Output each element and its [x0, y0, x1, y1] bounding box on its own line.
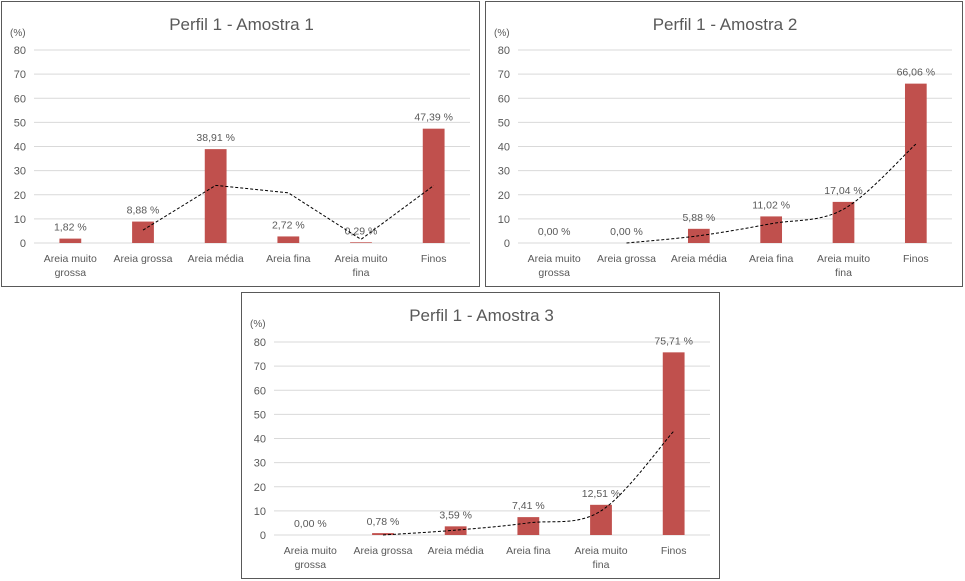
x-category-label: fina: [835, 267, 852, 279]
bar: [760, 216, 783, 243]
x-category-label: Areia muito: [817, 253, 870, 265]
y-tick-label: 30: [498, 166, 510, 178]
bar: [372, 533, 394, 535]
data-label: 1,82 %: [54, 222, 87, 234]
x-category-label: Areia fina: [266, 253, 311, 265]
x-category-label: Areia muito: [528, 253, 581, 265]
x-category-label: Areia grossa: [597, 253, 656, 265]
x-category-label: Areia grossa: [114, 253, 173, 265]
data-label: 12,51 %: [582, 488, 621, 500]
data-label: 5,88 %: [682, 212, 715, 224]
y-tick-label: 70: [254, 361, 266, 373]
y-axis-unit-label: (%): [494, 28, 510, 39]
x-category-label: Areia muito: [44, 253, 97, 265]
bar: [350, 242, 372, 243]
y-tick-label: 80: [498, 45, 510, 57]
chart-amostra-1-svg: Perfil 1 - Amostra 1 (%) 0 10 20 30 40 50 60 70 80…: [10, 15, 470, 279]
bar: [904, 83, 927, 243]
chart-title: Perfil 1 - Amostra 1: [169, 15, 314, 34]
y-tick-label: 0: [260, 530, 266, 542]
y-tick-label: 50: [254, 409, 266, 421]
y-tick-label: 50: [14, 117, 26, 129]
data-label: 47,39 %: [414, 112, 453, 124]
x-category-label: Areia média: [428, 545, 484, 557]
y-tick-label: 20: [254, 482, 266, 494]
bar: [832, 201, 855, 243]
x-category-label: Areia grossa: [354, 545, 413, 557]
x-category-label: Areia média: [188, 253, 244, 265]
bar: [590, 504, 612, 535]
y-tick-label: 70: [14, 69, 26, 81]
y-tick-label: 20: [14, 190, 26, 202]
y-axis-unit-label: (%): [10, 28, 26, 39]
x-category-label: Areia fina: [749, 253, 794, 265]
x-category-label: grossa: [295, 559, 327, 571]
data-label: 8,88 %: [127, 205, 160, 217]
data-label: 0,78 %: [367, 516, 400, 528]
chart-amostra-2-svg: Perfil 1 - Amostra 2 (%) 0 10 20 30 40 50 60 70 80…: [494, 15, 952, 279]
y-tick-label: 40: [498, 142, 510, 154]
data-label: 11,02 %: [752, 199, 790, 211]
x-category-label: Areia muito: [574, 545, 627, 557]
data-label: 0,00 %: [538, 226, 571, 238]
x-category-label: grossa: [55, 267, 87, 279]
x-category-label: grossa: [538, 267, 570, 279]
chart-title: Perfil 1 - Amostra 2: [653, 15, 798, 34]
data-label: 3,59 %: [439, 509, 472, 521]
bar: [422, 128, 445, 243]
y-tick-label: 80: [14, 45, 26, 57]
bar: [517, 517, 540, 535]
y-tick-label: 10: [14, 214, 26, 226]
x-category-label: Areia média: [671, 253, 727, 265]
chart-amostra-1: Perfil 1 - Amostra 1 (%) 0 10 20 30 40 50 60 70 80…: [1, 1, 480, 287]
data-label: 17,04 %: [824, 185, 863, 197]
x-category-label: fina: [353, 267, 370, 279]
bar: [204, 149, 227, 243]
bar: [59, 238, 82, 243]
chart-title: Perfil 1 - Amostra 3: [409, 306, 554, 325]
trendline: [382, 430, 675, 536]
y-tick-label: 10: [254, 506, 266, 518]
bar: [277, 236, 300, 243]
y-tick-label: 80: [254, 337, 266, 349]
y-tick-label: 60: [498, 93, 510, 105]
y-tick-label: 30: [254, 458, 266, 470]
x-category-label: Finos: [903, 253, 929, 265]
y-tick-label: 0: [504, 238, 510, 250]
x-category-label: Areia muito: [284, 545, 337, 557]
x-category-label: fina: [593, 559, 610, 571]
y-tick-label: 60: [254, 385, 266, 397]
y-tick-label: 60: [14, 93, 26, 105]
x-category-label: Areia muito: [334, 253, 387, 265]
data-label: 0,00 %: [294, 518, 327, 530]
data-label: 7,41 %: [512, 500, 545, 512]
data-label: 38,91 %: [196, 132, 235, 144]
y-tick-label: 20: [498, 190, 510, 202]
y-axis-unit-label: (%): [250, 319, 266, 330]
y-tick-label: 70: [498, 69, 510, 81]
bar: [662, 352, 685, 535]
bar: [132, 221, 154, 243]
data-label: 2,72 %: [272, 219, 305, 231]
y-tick-label: 40: [254, 434, 266, 446]
chart-amostra-3-svg: Perfil 1 - Amostra 3 (%) 0 10 20 30 40 50 60 70 80…: [250, 306, 710, 571]
x-category-label: Finos: [661, 545, 687, 557]
trendline: [142, 184, 434, 240]
y-tick-label: 0: [20, 238, 26, 250]
x-category-label: Finos: [421, 253, 447, 265]
data-label: 66,06 %: [897, 67, 936, 79]
data-label: 0,29 %: [345, 225, 378, 237]
y-tick-label: 10: [498, 214, 510, 226]
trendline: [626, 143, 917, 244]
chart-amostra-2: Perfil 1 - Amostra 2 (%) 0 10 20 30 40 50 60 70 80…: [485, 1, 963, 287]
y-tick-label: 50: [498, 117, 510, 129]
chart-amostra-3: Perfil 1 - Amostra 3 (%) 0 10 20 30 40 50 60 70 80…: [241, 292, 720, 579]
y-tick-label: 30: [14, 166, 26, 178]
x-category-label: Areia fina: [506, 545, 551, 557]
y-tick-label: 40: [14, 142, 26, 154]
data-label: 0,00 %: [610, 226, 643, 238]
data-label: 75,71 %: [654, 335, 693, 347]
